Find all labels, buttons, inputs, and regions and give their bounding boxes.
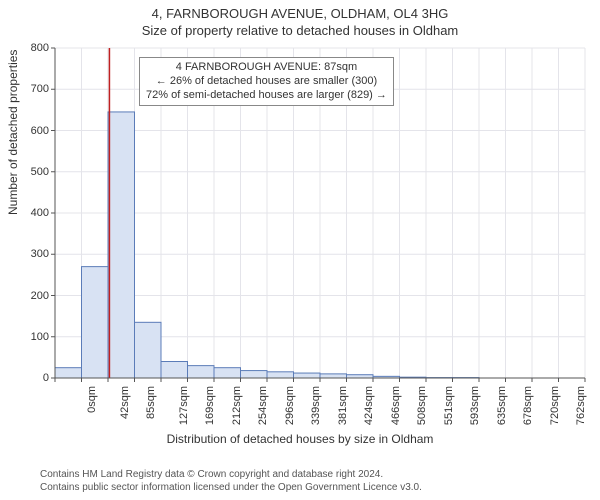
x-tick-label: 254sqm [257,386,269,425]
x-tick-label: 212sqm [231,386,243,425]
y-tick-label: 700 [19,83,49,95]
x-tick-label: 0sqm [86,386,98,413]
y-tick-label: 300 [19,248,49,260]
x-tick-label: 762sqm [575,386,587,425]
footer-line-2: Contains public sector information licen… [40,481,422,494]
annotation-line-3: 72% of semi-detached houses are larger (… [146,89,387,103]
x-tick-label: 85sqm [145,386,157,419]
y-tick-label: 400 [19,207,49,219]
x-tick-label: 720sqm [549,386,561,425]
x-tick-label: 42sqm [119,386,131,419]
x-tick-label: 169sqm [204,386,216,425]
x-tick-label: 339sqm [310,386,322,425]
x-tick-label: 593sqm [469,386,481,425]
y-axis-label: Number of detached properties [6,50,20,215]
y-tick-label: 500 [19,166,49,178]
x-tick-label: 424sqm [363,386,375,425]
x-tick-label: 678sqm [522,386,534,425]
y-tick-label: 200 [19,290,49,302]
title-main: 4, FARNBOROUGH AVENUE, OLDHAM, OL4 3HG [0,0,600,21]
y-tick-label: 100 [19,331,49,343]
x-tick-label: 466sqm [390,386,402,425]
title-sub: Size of property relative to detached ho… [0,21,600,38]
y-tick-label: 0 [19,372,49,384]
x-tick-label: 127sqm [178,386,190,425]
y-tick-label: 600 [19,125,49,137]
x-tick-label: 296sqm [284,386,296,425]
chart-area: 4 FARNBOROUGH AVENUE: 87sqm ← 26% of det… [55,48,585,378]
x-axis-label: Distribution of detached houses by size … [0,432,600,446]
x-tick-label: 551sqm [443,386,455,425]
footer-line-1: Contains HM Land Registry data © Crown c… [40,468,422,481]
annotation-line-2: ← 26% of detached houses are smaller (30… [146,75,387,89]
y-tick-label: 800 [19,42,49,54]
x-tick-label: 635sqm [496,386,508,425]
x-tick-label: 508sqm [416,386,428,425]
annotation-box: 4 FARNBOROUGH AVENUE: 87sqm ← 26% of det… [139,57,394,106]
x-tick-label: 381sqm [337,386,349,425]
footer: Contains HM Land Registry data © Crown c… [40,468,422,494]
annotation-line-1: 4 FARNBOROUGH AVENUE: 87sqm [146,61,387,75]
